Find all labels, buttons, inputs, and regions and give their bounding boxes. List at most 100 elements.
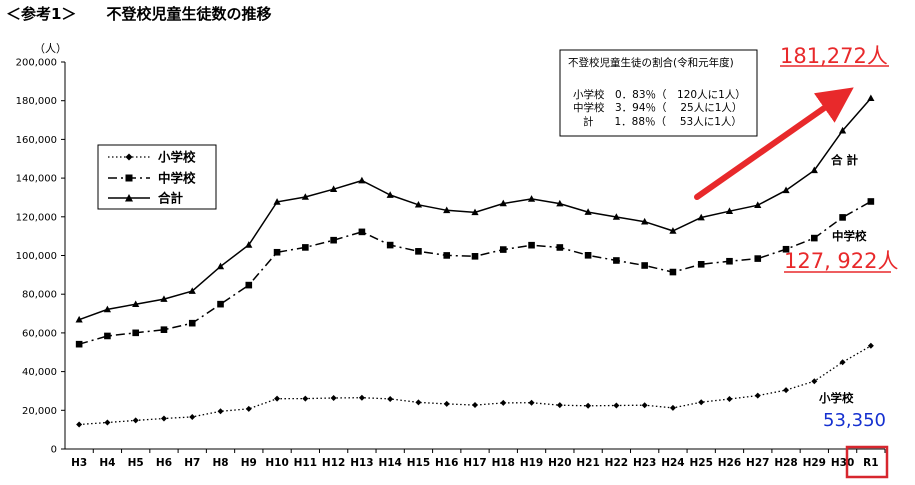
point-elementary	[330, 394, 337, 401]
y-tick-group: 0 20,000 40,000 60,000 80,000 100,000 120,000 1…	[16, 58, 65, 456]
x-tick-label: R1	[863, 457, 878, 469]
series-line-middle	[78, 200, 872, 345]
x-tick-label: H30	[831, 457, 854, 469]
point-elementary	[528, 399, 535, 406]
point-elementary	[867, 342, 874, 349]
point-total	[414, 200, 423, 208]
point-elementary	[585, 402, 592, 409]
x-tick-label: H29	[803, 457, 826, 469]
point-total	[527, 195, 536, 202]
point-total	[612, 213, 620, 220]
point-total	[697, 213, 705, 221]
ratio-row-elementary: 小学校 0．83％（ 120人に1人）	[573, 88, 746, 101]
point-total	[330, 185, 338, 192]
legend-item-elementary: 小学校	[108, 150, 196, 165]
point-total	[584, 208, 592, 215]
ratio-box-title: 不登校児童生徒の割合(令和元年度)	[568, 56, 734, 69]
x-tick-label: H26	[718, 457, 741, 469]
x-tick-label: H21	[576, 457, 599, 469]
point-total	[838, 126, 847, 134]
point-middle	[669, 268, 677, 276]
r1-highlight-box	[845, 445, 889, 479]
point-middle	[697, 261, 705, 268]
point-elementary	[76, 421, 83, 428]
point-elementary	[669, 404, 676, 411]
x-tick-label: H20	[548, 457, 571, 469]
point-elementary	[132, 417, 139, 424]
point-elementary	[613, 402, 620, 409]
point-elementary	[358, 394, 365, 401]
x-tick-label: H8	[212, 457, 228, 469]
x-tick-label: H25	[690, 457, 713, 469]
x-tick-label: H9	[241, 457, 257, 469]
point-middle	[839, 214, 846, 221]
point-middle	[75, 340, 83, 348]
x-tick-label: H12	[322, 457, 345, 469]
y-tick-label: 200,000	[16, 58, 57, 69]
point-middle	[273, 248, 281, 256]
point-elementary	[783, 387, 790, 394]
point-elementary	[189, 413, 196, 420]
point-elementary	[217, 408, 224, 415]
legend-label-middle: 中学校	[158, 171, 196, 186]
trend-arrow	[694, 87, 854, 200]
y-tick-label: 80,000	[22, 290, 57, 301]
x-tick-label: H4	[99, 457, 115, 469]
point-elementary	[104, 419, 111, 426]
diamond-marker-icon	[125, 153, 133, 161]
y-tick-label: 0	[51, 445, 57, 456]
point-total	[188, 287, 196, 294]
point-middle	[217, 300, 224, 308]
total-value-highlight: 181,272人	[780, 44, 888, 68]
ratio-info-box	[559, 49, 758, 137]
triangle-marker-icon	[125, 194, 133, 202]
point-middle	[358, 228, 366, 236]
x-tick-label: H14	[378, 457, 401, 469]
series-label-elementary: 小学校	[818, 391, 854, 405]
point-elementary	[387, 395, 394, 402]
point-total	[725, 207, 734, 214]
y-tick-label: 120,000	[16, 212, 57, 223]
x-tick-label: H23	[633, 457, 656, 469]
legend-box	[97, 144, 217, 210]
point-elementary	[839, 359, 846, 366]
point-total	[443, 206, 451, 214]
y-tick-label: 100,000	[16, 251, 57, 262]
point-elementary	[556, 402, 563, 409]
point-total	[386, 191, 394, 198]
point-middle	[188, 319, 196, 327]
point-elementary	[245, 405, 252, 412]
point-total	[273, 198, 281, 205]
point-total	[358, 176, 366, 184]
y-tick-label: 20,000	[22, 406, 57, 417]
x-tick-label: H19	[520, 457, 543, 469]
x-tick-label: H11	[294, 457, 317, 469]
x-tick-label: H15	[407, 457, 430, 469]
x-tick-label: H22	[605, 457, 628, 469]
point-total	[245, 241, 253, 248]
legend-label-total: 合計	[158, 191, 184, 206]
point-middle	[584, 251, 592, 259]
point-middle	[415, 248, 422, 255]
x-tick-label: H10	[265, 457, 288, 469]
point-middle	[499, 246, 507, 253]
series-markers-group	[75, 94, 875, 428]
point-elementary	[472, 402, 478, 409]
x-tick-label: H13	[350, 457, 373, 469]
point-middle	[811, 234, 818, 242]
elementary-value-highlight: 53,350	[823, 410, 886, 431]
y-tick-label: 40,000	[22, 367, 57, 378]
y-tick-label: 160,000	[16, 135, 57, 146]
point-total	[160, 295, 168, 302]
point-total	[471, 208, 479, 216]
point-middle	[386, 241, 394, 249]
point-total	[867, 94, 875, 102]
point-elementary	[443, 400, 450, 407]
ratio-row-middle: 中学校 3．94％（ 25人に1人）	[573, 101, 742, 114]
point-elementary	[500, 399, 507, 406]
series-label-middle: 中学校	[832, 229, 867, 243]
point-total	[216, 262, 225, 270]
legend-item-middle: 中学校	[108, 171, 196, 186]
middle-value-highlight: 127, 922人	[784, 249, 899, 273]
